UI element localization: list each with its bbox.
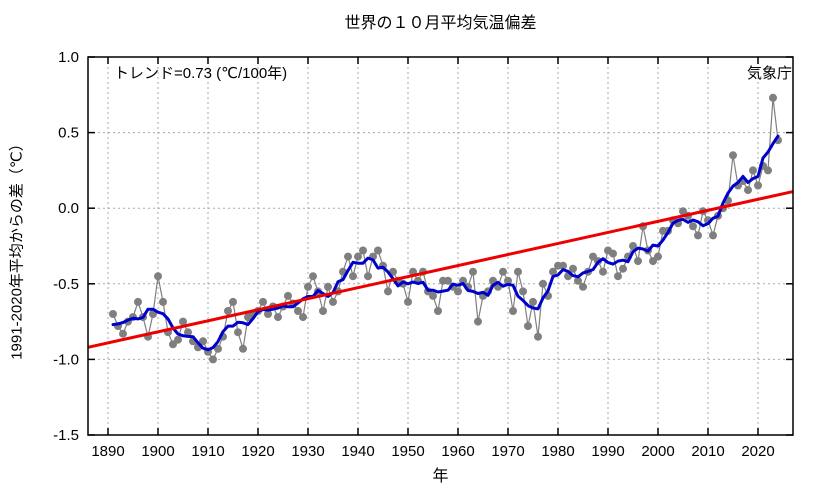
svg-text:-1.0: -1.0 (53, 351, 79, 368)
svg-text:1.0: 1.0 (58, 49, 79, 66)
x-tick-labels: 1890 1900 1910 1920 1930 1940 1950 1960 1970 1980… (91, 443, 774, 460)
annual-series-points (109, 93, 782, 364)
svg-text:1990: 1990 (591, 443, 624, 460)
svg-text:1890: 1890 (91, 443, 124, 460)
chart-title: 世界の１０月平均気温偏差 (344, 15, 537, 32)
grid (88, 56, 793, 436)
svg-text:1980: 1980 (541, 443, 574, 460)
svg-text:0.0: 0.0 (58, 200, 79, 217)
svg-text:2000: 2000 (641, 443, 674, 460)
svg-text:0.5: 0.5 (58, 125, 79, 142)
y-axis-label: 1991-2020年平均からの差（℃） (8, 136, 26, 360)
axes-frame (87, 56, 794, 436)
svg-text:-1.5: -1.5 (53, 427, 79, 444)
running-mean-line (111, 134, 780, 352)
svg-text:1970: 1970 (491, 443, 524, 460)
svg-text:-0.5: -0.5 (53, 276, 79, 293)
svg-text:1910: 1910 (191, 443, 224, 460)
agency-label: 気象庁 (746, 65, 792, 82)
trend-annotation: トレンド=0.73 (℃/100年) (114, 65, 288, 82)
svg-text:1920: 1920 (241, 443, 274, 460)
svg-text:1960: 1960 (441, 443, 474, 460)
svg-text:1930: 1930 (291, 443, 324, 460)
trend-line (87, 190, 794, 349)
svg-text:1950: 1950 (391, 443, 424, 460)
svg-text:2020: 2020 (741, 443, 774, 460)
svg-text:1900: 1900 (141, 443, 174, 460)
y-tick-labels: 1.0 0.5 0.0 -0.5 -1.0 -1.5 (53, 49, 79, 444)
svg-text:2010: 2010 (691, 443, 724, 460)
svg-text:1940: 1940 (341, 443, 374, 460)
x-axis-label: 年 (432, 468, 449, 485)
